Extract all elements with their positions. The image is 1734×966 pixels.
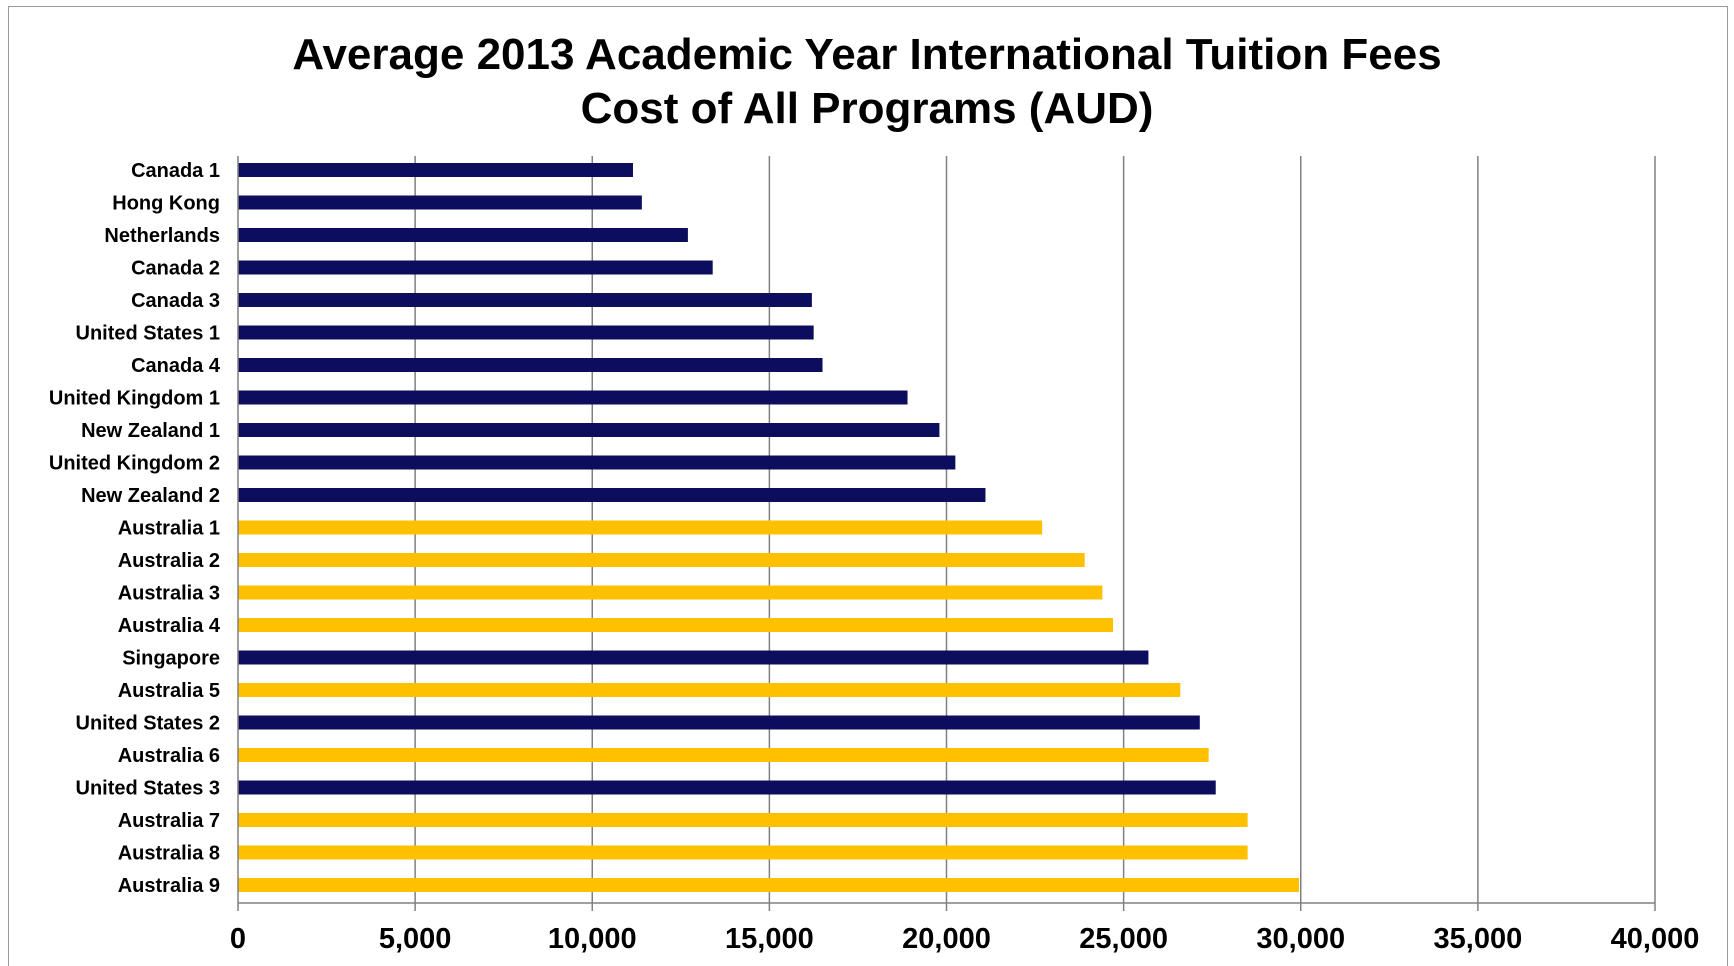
x-tick-label: 40,000 [1611,923,1700,955]
bar-united-states-3 [238,780,1216,795]
bar-united-kingdom-2 [238,455,956,470]
chart-subtitle: Cost of All Programs (AUD) [580,84,1154,133]
x-tick-label: 5,000 [379,923,452,955]
category-label: Australia 3 [118,583,220,605]
category-label: Canada 3 [131,290,220,312]
bar-canada-1 [238,163,633,177]
x-tick-label: 10,000 [548,923,637,955]
category-label: United States 2 [76,713,220,735]
bar-australia-5 [238,683,1181,697]
x-tick-label: 25,000 [1079,923,1168,955]
bar-netherlands [238,228,688,242]
axes [237,156,1656,911]
bar-canada-2 [238,260,713,275]
bar-australia-8 [238,845,1248,860]
bar-new-zealand-2 [238,488,986,502]
x-tick-label: 0 [230,923,246,955]
chart-frame [8,6,1728,966]
bar-australia-9 [238,878,1299,892]
category-label: Canada 2 [131,258,220,280]
category-label: Netherlands [104,225,220,247]
x-tick-label: 30,000 [1256,923,1345,955]
category-label: United States 1 [76,323,220,345]
category-label: United Kingdom 2 [49,453,220,475]
x-tick-label: 20,000 [902,923,991,955]
category-label: Canada 1 [131,160,220,182]
x-tick-label: 35,000 [1434,923,1523,955]
category-label: United Kingdom 1 [49,388,220,410]
bars [238,163,1299,892]
bar-australia-6 [238,748,1209,762]
category-label: Australia 6 [118,745,220,767]
category-label: United States 3 [76,778,220,800]
bar-australia-3 [238,585,1103,600]
x-tick-labels: 0 5,000 10,000 15,000 20,000 25,000 30,000 35,0… [230,923,1699,955]
category-label: Australia 8 [118,843,220,865]
bar-united-states-2 [238,715,1200,730]
bar-australia-1 [238,520,1043,535]
category-label: Canada 4 [131,355,221,377]
chart-title-block: Average 2013 Academic Year International… [0,28,1734,136]
category-label: Australia 2 [118,550,220,572]
bar-australia-7 [238,813,1248,827]
category-label: Australia 1 [118,518,220,540]
bar-united-states-1 [238,325,814,340]
category-label: Hong Kong [112,193,220,215]
bar-hong-kong [238,195,642,210]
x-tick-label: 15,000 [725,923,814,955]
bar-canada-4 [238,358,823,372]
bar-australia-4 [238,618,1113,632]
bar-australia-2 [238,553,1085,567]
category-label: Singapore [122,648,220,670]
bar-canada-3 [238,293,812,307]
category-label: Australia 5 [118,680,220,702]
category-label: Australia 7 [118,810,220,832]
category-label: Australia 4 [118,615,221,637]
category-label: New Zealand 1 [81,420,220,442]
category-labels: Canada 1 Hong Kong Netherlands Canada 2 Cana… [49,160,221,897]
bar-united-kingdom-1 [238,390,908,405]
bar-singapore [238,650,1149,665]
bar-new-zealand-1 [238,423,940,437]
category-label: Australia 9 [118,875,220,897]
chart-title: Average 2013 Academic Year International… [292,30,1442,79]
category-label: New Zealand 2 [81,485,220,507]
